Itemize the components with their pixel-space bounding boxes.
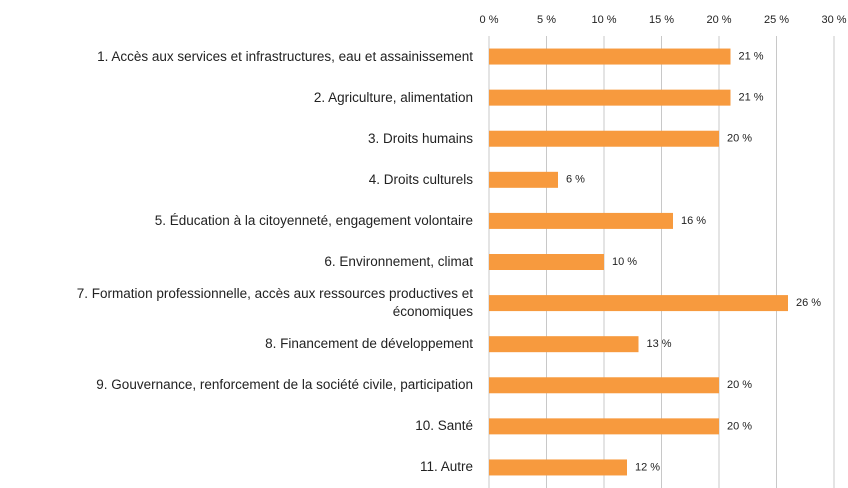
value-label: 13 %	[647, 338, 672, 350]
value-label: 21 %	[739, 92, 764, 104]
category-label: 7. Formation professionnelle, accès aux …	[76, 286, 473, 320]
bar	[489, 336, 639, 353]
x-tick-label: 25 %	[764, 14, 789, 26]
bar	[489, 130, 719, 147]
category-label: 1. Accès aux services et infrastructures…	[97, 48, 473, 64]
bar	[489, 254, 604, 270]
category-label: 6. Environnement, climat	[324, 254, 473, 269]
category-label: 2. Agriculture, alimentation	[313, 89, 473, 105]
x-tick-label: 0 %	[480, 14, 499, 26]
value-label: 6 %	[566, 174, 585, 186]
bar	[489, 459, 627, 476]
bar	[489, 418, 719, 435]
x-tick-label: 5 %	[537, 14, 556, 26]
category-label: 5. Éducation à la citoyenneté, engagemen…	[154, 212, 473, 228]
x-tick-label: 15 %	[649, 14, 674, 26]
category-label: 3. Droits humains	[367, 130, 473, 146]
bar	[489, 89, 731, 106]
value-label: 20 %	[727, 420, 752, 432]
bar	[489, 212, 673, 229]
category-label: 8. Financement de développement	[265, 336, 473, 352]
category-label: 4. Droits culturels	[368, 171, 473, 187]
value-label: 21 %	[739, 50, 764, 62]
bar	[489, 48, 731, 65]
value-label: 20 %	[727, 379, 752, 391]
bar	[489, 377, 719, 394]
bar	[489, 171, 558, 188]
category-label: 9. Gouvernance, renforcement de la socié…	[96, 377, 473, 393]
category-label: 10. Santé	[415, 418, 473, 434]
x-tick-label: 30 %	[821, 14, 846, 26]
category-label: 11. Autre	[419, 459, 473, 475]
x-tick-label: 20 %	[706, 14, 731, 26]
x-tick-label: 10 %	[591, 14, 616, 26]
value-label: 16 %	[681, 215, 706, 227]
value-label: 26 %	[796, 297, 821, 309]
value-label: 10 %	[612, 256, 637, 268]
value-label: 12 %	[635, 461, 660, 473]
bar	[489, 295, 788, 312]
value-label: 20 %	[727, 133, 752, 145]
